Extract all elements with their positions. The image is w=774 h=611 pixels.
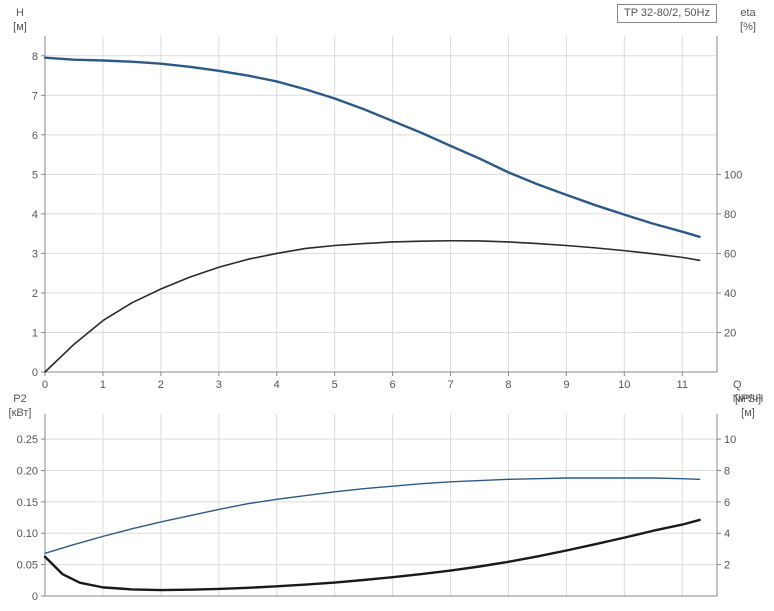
svg-text:H: H <box>16 7 24 19</box>
svg-text:0.20: 0.20 <box>17 465 38 477</box>
svg-text:0.05: 0.05 <box>17 560 38 572</box>
svg-text:6: 6 <box>390 379 396 391</box>
svg-text:20: 20 <box>724 327 736 339</box>
svg-text:0: 0 <box>42 379 48 391</box>
svg-text:0.25: 0.25 <box>17 434 38 446</box>
svg-text:11: 11 <box>677 379 688 391</box>
svg-text:[кВт]: [кВт] <box>9 407 32 419</box>
model-title: TP 32-80/2, 50Hz <box>624 7 710 19</box>
svg-text:Q: Q <box>733 379 742 391</box>
svg-text:8: 8 <box>32 51 38 63</box>
svg-text:4: 4 <box>274 379 280 391</box>
svg-text:9: 9 <box>563 379 569 391</box>
svg-text:7: 7 <box>447 379 453 391</box>
svg-text:6: 6 <box>724 497 730 509</box>
svg-text:100: 100 <box>724 169 742 181</box>
svg-text:8: 8 <box>724 465 730 477</box>
svg-text:6: 6 <box>32 130 38 142</box>
svg-text:10: 10 <box>618 379 630 391</box>
svg-text:0.10: 0.10 <box>17 528 38 540</box>
svg-text:80: 80 <box>724 209 736 221</box>
svg-text:[%]: [%] <box>740 21 756 33</box>
head-curve <box>45 58 700 237</box>
svg-text:8: 8 <box>505 379 511 391</box>
svg-text:NPSH: NPSH <box>733 393 764 405</box>
svg-text:2: 2 <box>724 560 730 572</box>
svg-text:0.15: 0.15 <box>17 497 38 509</box>
npsh-curve <box>45 520 700 590</box>
svg-text:[м]: [м] <box>13 21 27 33</box>
model-title-box: TP 32-80/2, 50Hz <box>617 4 717 23</box>
svg-text:5: 5 <box>332 379 338 391</box>
svg-text:0: 0 <box>32 367 38 379</box>
svg-text:4: 4 <box>724 528 730 540</box>
chart-svg: 0 1 2 3 4 5 6 7 8 20 40 60 80 100 0 1 2 3 4 5 6 7 8 9 10 11 0 0.05 0… <box>0 0 774 611</box>
svg-text:4: 4 <box>32 209 38 221</box>
svg-text:[м]: [м] <box>741 407 755 419</box>
svg-text:3: 3 <box>216 379 222 391</box>
svg-text:2: 2 <box>32 288 38 300</box>
svg-text:1: 1 <box>100 379 106 391</box>
svg-text:40: 40 <box>724 288 736 300</box>
svg-text:7: 7 <box>32 90 38 102</box>
svg-text:0: 0 <box>32 591 38 603</box>
efficiency-curve <box>45 241 700 372</box>
svg-text:60: 60 <box>724 248 736 260</box>
svg-text:5: 5 <box>32 169 38 181</box>
svg-text:10: 10 <box>724 434 736 446</box>
pump-curve-chart: 0 1 2 3 4 5 6 7 8 20 40 60 80 100 0 1 2 3 4 5 6 7 8 9 10 11 0 0.05 0… <box>0 0 774 611</box>
svg-text:eta: eta <box>740 7 756 19</box>
svg-text:1: 1 <box>32 327 38 339</box>
svg-text:2: 2 <box>158 379 164 391</box>
svg-text:P2: P2 <box>13 393 26 405</box>
svg-text:3: 3 <box>32 248 38 260</box>
